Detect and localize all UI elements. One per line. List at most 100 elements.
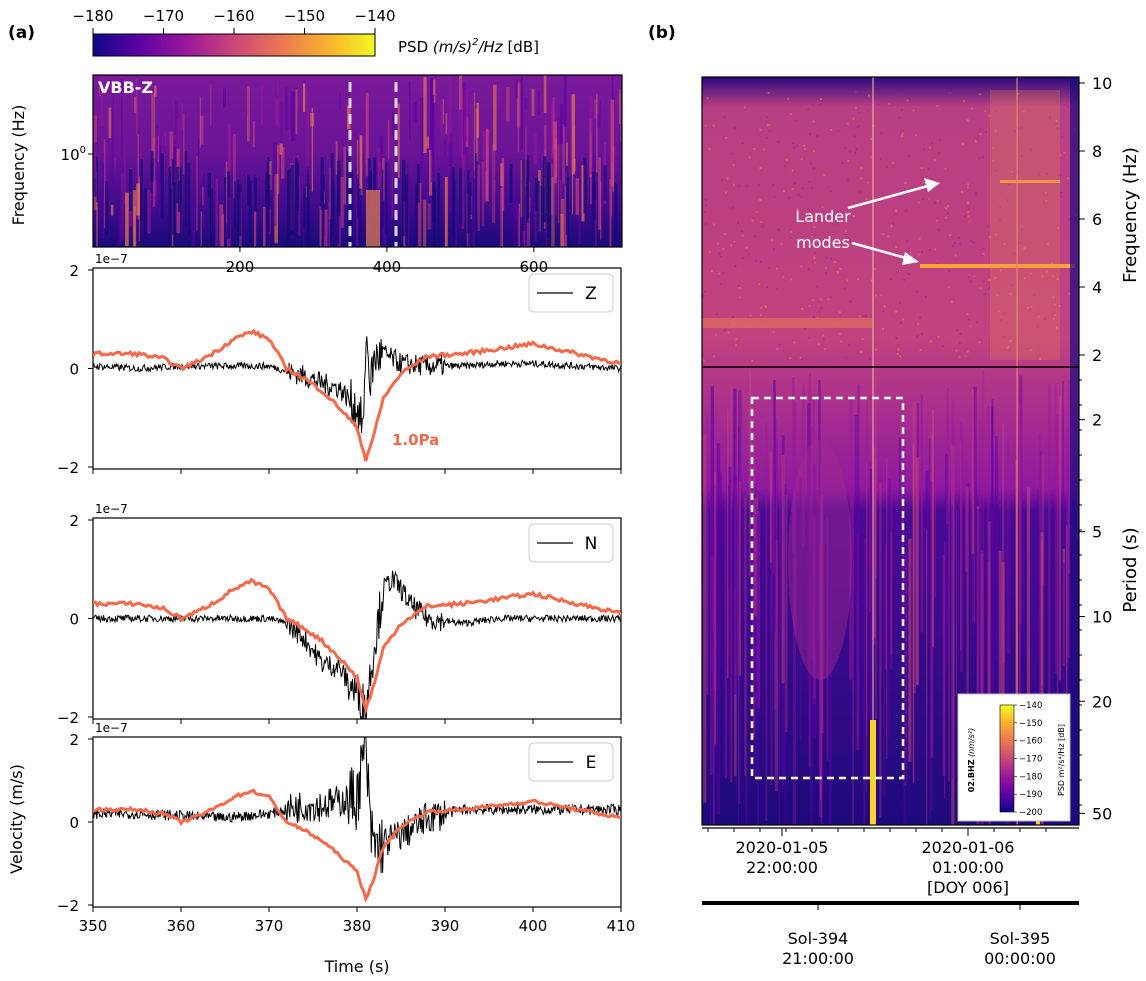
spectrogram-b-cell: [951, 445, 955, 825]
spectrogram-b-cell: [856, 126, 859, 129]
spectrogram-b-cell: [961, 190, 964, 193]
spectrogram-b-cell: [1018, 402, 1021, 703]
spectrogram-b-cell: [915, 457, 919, 685]
spectrogram-b-cell: [884, 543, 887, 670]
spectrogram-b-cell: [875, 348, 878, 351]
spectrogram-b-cell: [948, 269, 951, 272]
spectrogram-b-cell: [857, 384, 860, 718]
spectrogram-b-cell: [757, 514, 760, 825]
spectrogram-b-cell: [970, 240, 973, 243]
spectrogram-a-cell: [274, 174, 278, 244]
trace-ytick-label: 2: [69, 512, 79, 530]
spectrogram-b-cell: [808, 181, 811, 184]
spectrogram-b-cell: [926, 530, 928, 825]
spectrogram-b-cell: [1026, 348, 1029, 351]
trace-scale-label: 1e−7: [95, 502, 128, 516]
spectrogram-a-cell: [330, 152, 334, 227]
spectrogram-b-cell: [735, 344, 738, 347]
spectrogram-a-cell: [96, 156, 98, 203]
spectrogram-a-cell: [175, 100, 178, 154]
sol-tick-time: 21:00:00: [782, 949, 854, 968]
period-tick-label: 10: [1092, 608, 1112, 627]
spectrogram-b-cell: [864, 314, 867, 317]
spectrogram-b-cell: [1038, 434, 1042, 783]
spectrogram-b-cell: [754, 235, 757, 238]
spectrogram-b-cell: [708, 147, 711, 150]
spectrogram-b-cell: [1063, 152, 1066, 155]
spectrogram-a-cell: [196, 155, 198, 231]
spectrogram-b-cell: [928, 146, 931, 149]
spectrogram-b-cell: [738, 296, 741, 299]
trace-legend-label: N: [585, 534, 598, 554]
spectrogram-b-cell: [730, 244, 733, 247]
spectrogram-b-cell: [889, 277, 892, 280]
spectrogram-b-streak: [870, 720, 876, 825]
spectrogram-b-cell: [827, 216, 830, 219]
spectrogram-b-cell: [979, 133, 982, 136]
spectrogram-b-cell: [753, 147, 756, 150]
spectrogram-b-cell: [789, 236, 792, 239]
spectrogram-a-cell: [546, 162, 550, 238]
spectrogram-b-cell: [855, 148, 858, 151]
freq-tick-label: 4: [1092, 278, 1102, 297]
spectrogram-b-cell: [737, 481, 741, 676]
spectrogram-b-cell: [754, 497, 757, 617]
spectrogram-a-cell: [581, 165, 585, 222]
trace-xtick-label: 380: [343, 917, 372, 935]
spectrogram-b-cell: [1060, 191, 1063, 194]
spectrogram-a-cell: [158, 144, 162, 216]
spectrogram-a-cell: [563, 75, 567, 127]
spectrogram-b-cell: [720, 255, 723, 258]
spectrogram-a-cell: [225, 161, 228, 223]
spectrogram-a-cell: [137, 134, 139, 220]
spectrogram-b-cell: [891, 222, 894, 225]
spectrogram-b-cell: [1054, 314, 1057, 317]
spectrogram-b-cell: [837, 272, 840, 275]
spectrogram-b-cell: [1052, 317, 1055, 320]
spectrogram-b-cell: [852, 117, 855, 120]
spectrogram-b-cell: [869, 156, 872, 159]
spectrogram-a-cell: [477, 194, 480, 206]
spectrogram-a-cell: [280, 103, 283, 165]
trace-legend: Z: [528, 273, 614, 313]
spectrogram-b-cell: [992, 147, 995, 150]
spectrogram-a-cell: [357, 140, 359, 186]
trace-line-e: [93, 737, 621, 874]
spectrogram-a-cell: [562, 124, 565, 184]
spectrogram-b-cell: [819, 544, 822, 800]
spectrogram-b-cell: [882, 310, 885, 313]
spectrogram-a-cell: [324, 209, 328, 247]
spectrogram-b-cell: [819, 98, 822, 101]
spectrogram-b-cell: [731, 206, 734, 209]
spectrogram-a-cell: [603, 165, 607, 201]
spectrogram-a-cell: [265, 171, 269, 246]
trace-ytick-label: 2: [69, 262, 79, 280]
spectrogram-b-cell: [976, 506, 980, 825]
spectrogram-a-cell: [543, 75, 547, 113]
trace-panel-n: 2 0 −2 1e−7 N: [57, 502, 622, 727]
spectrogram-b-cell: [968, 318, 971, 321]
spectrogram-a-cell: [93, 196, 98, 211]
colorbar-b-side-label: 02.BHZ (nm/s²): [967, 728, 976, 793]
spectrogram-b-cell: [763, 148, 766, 151]
spectrogram-b-cell: [772, 184, 775, 187]
spectrogram-b-cell: [706, 415, 709, 696]
spectrogram-b-cell: [1068, 218, 1071, 221]
spectrogram-b-cell: [743, 106, 746, 109]
spectrogram-b-cell: [1061, 136, 1064, 139]
spectrogram-a-cell: [177, 180, 181, 212]
spectrogram-a-cell: [233, 133, 236, 199]
spectrogram-b-cell: [778, 567, 781, 825]
spectrogram-a-cell: [307, 168, 309, 243]
spectrogram-b-cell: [1065, 524, 1068, 746]
spectrogram-a-cell: [448, 75, 452, 144]
spectrogram-b-cell: [792, 142, 795, 145]
spectrogram-b-cell: [733, 388, 737, 695]
spectrogram-b-cell: [712, 560, 715, 825]
spectrogram-b-cell: [917, 253, 920, 256]
spectrogram-b-cell: [813, 150, 816, 153]
spectrogram-b-cell: [813, 464, 817, 739]
spectrogram-b-cell: [824, 347, 827, 350]
freq-tick-label: 8: [1092, 142, 1102, 161]
spectrogram-b-cell: [1056, 414, 1059, 722]
